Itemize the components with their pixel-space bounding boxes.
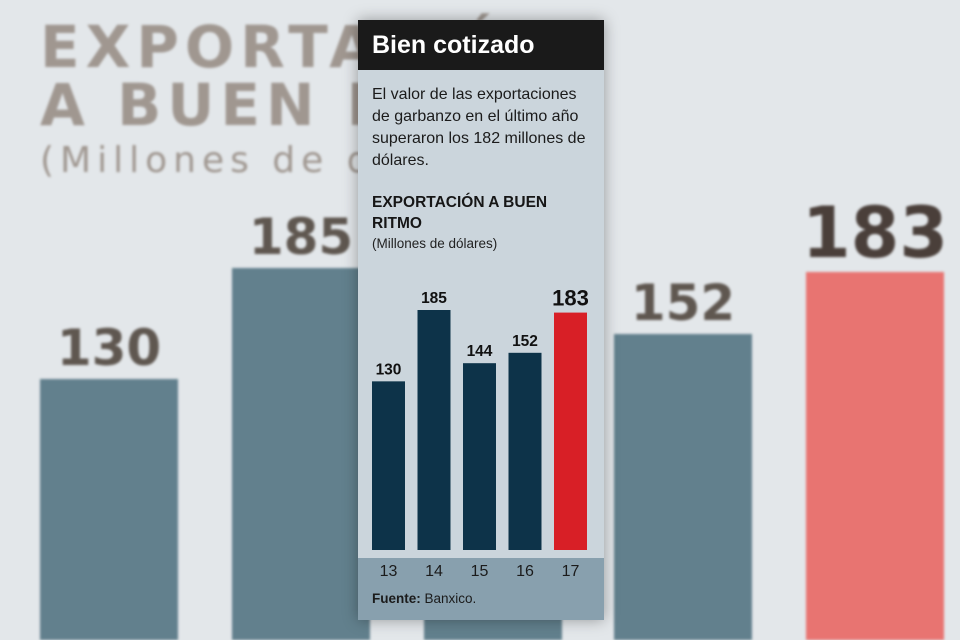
x-tick-16: 16 bbox=[516, 563, 534, 580]
x-tick-15: 15 bbox=[471, 563, 489, 580]
background-bar-label: 130 bbox=[56, 318, 162, 377]
chart-subtitle: (Millones de dólares) bbox=[372, 236, 498, 251]
background-bar bbox=[806, 272, 944, 640]
background-bar bbox=[40, 378, 178, 640]
card-footer: Fuente: Banxico. bbox=[358, 558, 604, 620]
source-note: Fuente: Banxico. bbox=[372, 591, 476, 606]
x-tick-13: 13 bbox=[380, 563, 398, 580]
bar-16 bbox=[508, 352, 542, 550]
chart-title: EXPORTACIÓN A BUEN RITMO bbox=[372, 194, 548, 232]
bar-chart: 130 13 185 14 144 15 152 16 183 17 bbox=[372, 286, 589, 580]
card-header: Bien cotizado bbox=[358, 20, 604, 70]
background-bar-label: 183 bbox=[801, 192, 949, 275]
source-label: Fuente: bbox=[372, 591, 421, 606]
x-tick-17: 17 bbox=[562, 563, 580, 580]
info-card: Bien cotizado El valor de las exportacio… bbox=[358, 20, 604, 620]
background-bar bbox=[614, 334, 752, 640]
data-label-14: 185 bbox=[421, 290, 447, 307]
bar-15 bbox=[463, 363, 496, 550]
bar-13 bbox=[372, 381, 405, 550]
data-label-13: 130 bbox=[376, 361, 402, 378]
source-value: Banxico. bbox=[424, 591, 477, 606]
x-tick-14: 14 bbox=[425, 563, 443, 580]
bar-14 bbox=[417, 310, 451, 550]
background-bar bbox=[232, 268, 370, 640]
background-bar-label: 152 bbox=[630, 274, 736, 333]
data-label-16: 152 bbox=[512, 333, 538, 350]
card-description: El valor de las exportaciones de garbanz… bbox=[372, 86, 586, 169]
data-label-17: 183 bbox=[552, 286, 589, 311]
bar-17 bbox=[554, 312, 587, 550]
data-label-15: 144 bbox=[467, 343, 493, 360]
background-bar-label: 185 bbox=[248, 208, 354, 266]
